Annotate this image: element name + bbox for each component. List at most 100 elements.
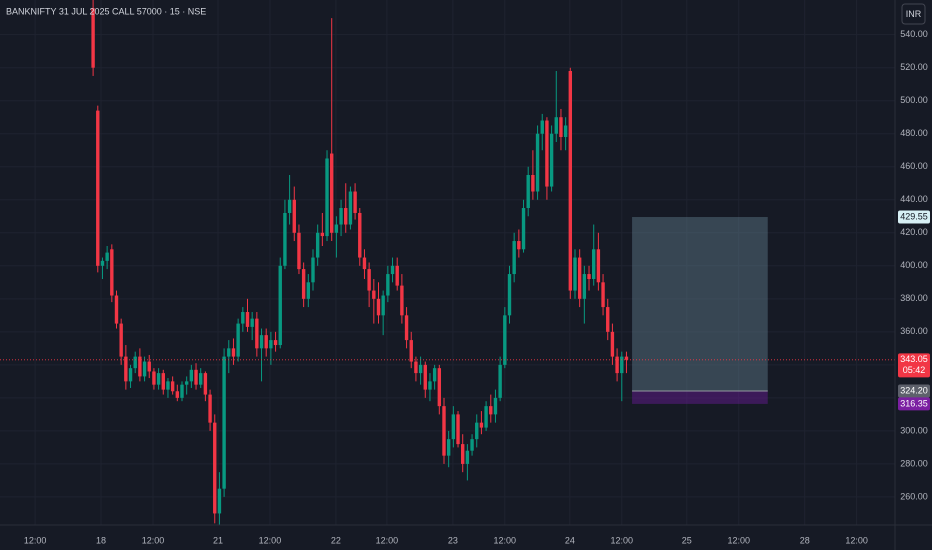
candle-body — [489, 406, 493, 415]
candle-body — [236, 323, 240, 357]
candle-body — [470, 439, 474, 451]
candle-body — [344, 208, 348, 225]
candle-body — [199, 373, 203, 385]
candle-body — [311, 257, 315, 283]
candle-body — [521, 208, 526, 250]
currency-label[interactable]: INR — [906, 9, 922, 19]
target-label: 429.55 — [900, 211, 928, 221]
candle-body — [372, 290, 376, 299]
target-zone — [632, 217, 768, 391]
candle-body — [259, 335, 264, 349]
x-tick-label: 25 — [682, 535, 692, 545]
candle-body — [535, 133, 540, 192]
candle-body — [315, 232, 320, 258]
countdown: 05:42 — [903, 365, 926, 375]
candle-body — [208, 394, 212, 423]
candle-body — [250, 318, 254, 327]
candle-body — [456, 414, 460, 445]
candle-body — [273, 340, 278, 346]
candle-body — [549, 133, 554, 187]
candle-body — [432, 368, 437, 382]
candle-body — [540, 120, 544, 134]
candle-body — [367, 269, 371, 291]
y-tick-label: 360.00 — [900, 326, 928, 336]
plot — [0, 0, 895, 525]
last-price-label: 343.05 — [900, 354, 928, 364]
candle-body — [596, 249, 601, 283]
candle-body — [582, 274, 587, 299]
candle-body — [446, 439, 451, 456]
y-tick-label: 480.00 — [900, 128, 928, 138]
candle-body — [601, 282, 605, 308]
stop-badge — [898, 397, 930, 411]
stop-zone — [632, 390, 768, 404]
entry-badge — [898, 384, 930, 398]
candle-body — [507, 274, 512, 316]
candle-body — [577, 257, 582, 299]
candle-body — [423, 364, 427, 390]
x-tick-label: 21 — [213, 535, 223, 545]
candle-body — [189, 369, 194, 382]
candle-body — [156, 373, 161, 385]
candle-body — [100, 260, 105, 266]
x-tick-label: 12:00 — [259, 535, 282, 545]
stop-label: 316.35 — [900, 398, 928, 408]
x-tick-label: 12:00 — [24, 535, 47, 545]
y-tick-label: 460.00 — [900, 161, 928, 171]
candle-body — [390, 265, 395, 275]
candle-body — [96, 110, 100, 266]
x-tick-label: 12:00 — [845, 535, 868, 545]
candle-body — [587, 274, 591, 280]
y-tick-label: 420.00 — [900, 227, 928, 237]
candle-body — [227, 348, 231, 357]
candle-body — [400, 285, 404, 316]
candle-body — [395, 265, 399, 286]
candle-body — [255, 318, 259, 349]
candle-body — [414, 361, 418, 374]
y-tick-label: 380.00 — [900, 293, 928, 303]
candle-body — [166, 381, 170, 390]
candle-body — [128, 368, 133, 382]
candle-body — [184, 381, 189, 385]
candle-body — [610, 331, 615, 357]
candle-body — [194, 369, 198, 385]
candle-body — [147, 361, 151, 372]
candle-body — [498, 364, 502, 398]
candle-body — [493, 397, 498, 415]
candle-body — [287, 199, 292, 213]
candle-body — [503, 315, 507, 365]
candle-body — [531, 175, 535, 192]
candle-body — [409, 340, 413, 362]
candle-body — [615, 356, 619, 374]
candle-body — [91, 8, 95, 68]
candle-body — [573, 257, 577, 291]
candle-body — [381, 295, 385, 316]
y-tick-label: 300.00 — [900, 425, 928, 435]
x-tick-label: 23 — [448, 535, 458, 545]
candle-body — [376, 298, 381, 316]
candle-body — [330, 153, 334, 233]
chart-title: BANKNIFTY 31 JUL 2025 CALL 57000 · 15 · … — [6, 6, 206, 16]
candle-body — [461, 444, 465, 464]
candle-body — [442, 406, 446, 456]
candle-body — [386, 274, 390, 296]
candle-body — [222, 356, 226, 489]
y-tick-label: 520.00 — [900, 62, 928, 72]
candle-body — [554, 117, 558, 134]
candle-body — [559, 117, 563, 138]
y-tick-label: 280.00 — [900, 458, 928, 468]
candle-body — [301, 269, 306, 299]
y-tick-label: 440.00 — [900, 194, 928, 204]
candle-body — [353, 191, 357, 213]
candle-body — [418, 364, 423, 374]
candle-body — [152, 371, 156, 385]
x-tick-label: 24 — [565, 535, 575, 545]
candle-body — [292, 199, 296, 233]
candle-body — [161, 373, 165, 390]
candle-body — [404, 315, 409, 341]
candle-body — [264, 335, 268, 349]
currency-button[interactable] — [901, 3, 926, 25]
